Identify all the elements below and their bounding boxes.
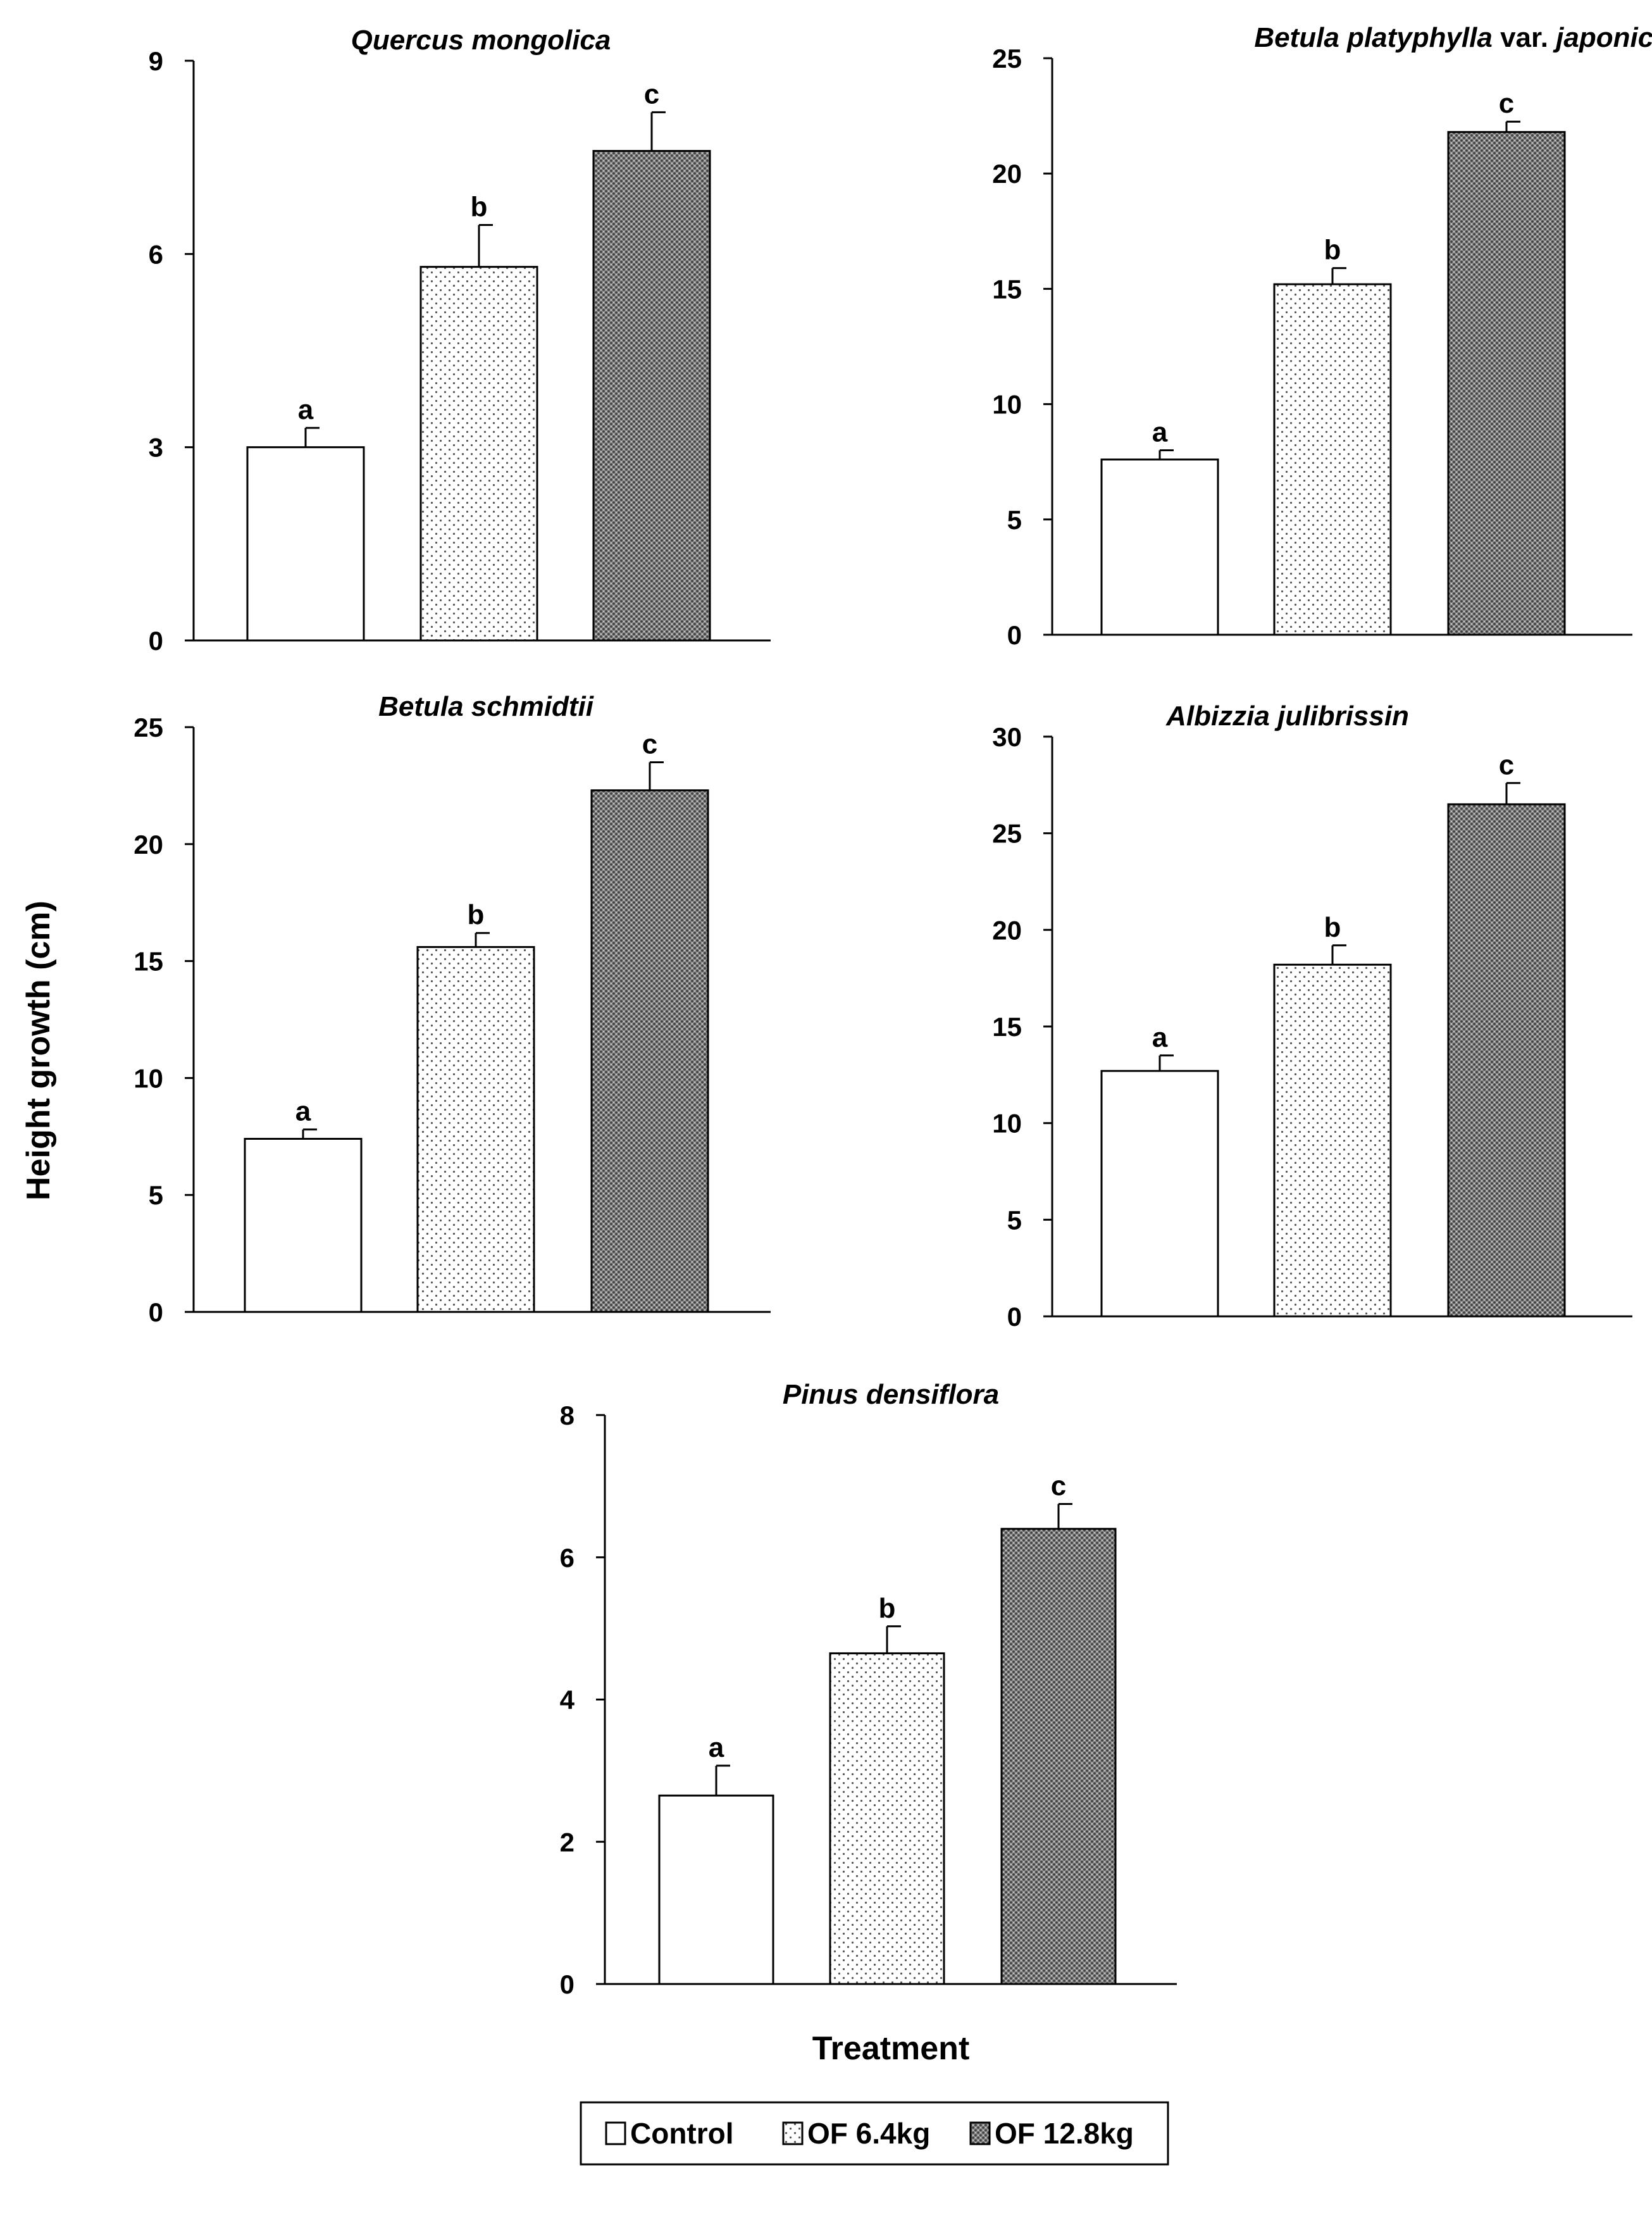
legend-swatch-control xyxy=(605,2121,626,2145)
significance-letter-control: a xyxy=(709,1732,724,1763)
significance-letter-of-12-8kg: c xyxy=(1499,88,1514,119)
y-tick-label: 5 xyxy=(1007,1205,1022,1235)
y-tick-label: 5 xyxy=(149,1180,163,1210)
y-tick-label: 25 xyxy=(992,819,1022,849)
legend-frame xyxy=(580,2101,1169,2166)
chart-panel-3: Betula schmidtii 0 5 10 15 20 25 a b c xyxy=(134,691,771,1327)
y-tick-label: 0 xyxy=(1007,620,1022,650)
bar-of-12-8kg xyxy=(590,789,709,1313)
significance-letter-control: a xyxy=(1152,416,1168,447)
y-axis-label: Height growth (cm) xyxy=(20,901,57,1201)
significance-letter-of-6-4kg: b xyxy=(468,899,485,930)
chart-title-part: var. xyxy=(1493,22,1556,53)
y-tick-label: 4 xyxy=(560,1685,575,1715)
legend: Control OF 6.4kg OF 12.8kg xyxy=(580,2101,1169,2166)
significance-letter-of-12-8kg: c xyxy=(642,728,657,759)
bar-of-12-8kg xyxy=(1447,131,1566,636)
significance-letter-of-12-8kg: c xyxy=(644,78,659,109)
legend-swatch-of-12-8kg xyxy=(969,2121,991,2145)
y-tick-label: 15 xyxy=(992,274,1022,304)
legend-item-control: Control xyxy=(605,2117,734,2150)
chart-panel-5: Pinus densiflora 0 2 4 6 8 a b c xyxy=(560,1379,1177,1999)
y-tick-label: 2 xyxy=(560,1827,574,1857)
chart-title: Quercus mongolica xyxy=(351,25,611,56)
legend-item-of-6-4kg: OF 6.4kg xyxy=(782,2117,930,2150)
y-tick-label: 0 xyxy=(1007,1302,1022,1332)
bar-of-6-4kg xyxy=(416,945,535,1313)
chart-title-part: japonica xyxy=(1553,22,1652,53)
bar-control xyxy=(1100,458,1219,636)
y-tick-label: 15 xyxy=(992,1012,1022,1042)
chart-title: Betula schmidtii xyxy=(378,691,594,722)
y-tick-label: 8 xyxy=(560,1401,574,1430)
legend-label-of-12-8kg: OF 12.8kg xyxy=(995,2117,1134,2150)
y-tick-label: 20 xyxy=(992,915,1022,945)
y-tick-label: 0 xyxy=(149,626,163,656)
chart-title-part: Albizzia julibrissin xyxy=(1165,701,1409,732)
significance-letter-of-6-4kg: b xyxy=(1324,912,1341,943)
x-axis-label: Treatment xyxy=(812,2030,970,2067)
y-tick-label: 6 xyxy=(149,239,163,269)
bar-control xyxy=(1100,1070,1219,1318)
chart-title-part: Betula platyphylla xyxy=(1254,22,1493,53)
y-tick-label: 20 xyxy=(992,159,1022,189)
chart-title-part: Quercus mongolica xyxy=(351,25,611,56)
bar-control xyxy=(658,1794,774,1985)
legend-swatch-of-6-4kg xyxy=(782,2121,804,2145)
chart-title: Betula platyphylla var. japonica xyxy=(1254,22,1652,53)
bar-of-6-4kg xyxy=(1273,283,1392,636)
chart-panel-2: Betula platyphylla var. japonica 0 5 10 15 20… xyxy=(992,22,1652,650)
chart-title-part: Pinus densiflora xyxy=(783,1379,999,1410)
y-tick-label: 6 xyxy=(560,1543,574,1573)
bar-of-12-8kg xyxy=(1447,803,1566,1318)
chart-title-part: Betula schmidtii xyxy=(378,691,594,722)
bar-control xyxy=(244,1137,363,1313)
y-tick-label: 0 xyxy=(149,1297,163,1327)
bar-of-12-8kg xyxy=(592,149,711,642)
significance-letter-of-6-4kg: b xyxy=(1324,235,1341,266)
chart-panel-4: Albizzia julibrissin 0 5 10 15 20 25 30 a b c xyxy=(992,701,1632,1332)
y-tick-label: 0 xyxy=(560,1969,574,1999)
y-tick-label: 10 xyxy=(992,390,1022,420)
chart-panel-1: Quercus mongolica 0 3 6 9 a b c xyxy=(149,25,771,656)
bar-of-6-4kg xyxy=(419,266,538,642)
significance-letter-of-12-8kg: c xyxy=(1499,749,1514,780)
bar-of-6-4kg xyxy=(1273,963,1392,1318)
chart-title: Albizzia julibrissin xyxy=(1165,701,1409,732)
y-tick-label: 30 xyxy=(992,722,1022,752)
y-tick-label: 3 xyxy=(149,433,163,463)
significance-letter-of-6-4kg: b xyxy=(879,1593,896,1624)
significance-letter-control: a xyxy=(295,1096,311,1127)
bar-of-6-4kg xyxy=(829,1652,945,1985)
legend-item-of-12-8kg: OF 12.8kg xyxy=(969,2117,1134,2150)
y-tick-label: 25 xyxy=(134,713,163,742)
y-tick-label: 10 xyxy=(134,1063,163,1093)
significance-letter-of-6-4kg: b xyxy=(471,192,488,223)
y-tick-label: 15 xyxy=(134,947,163,976)
legend-label-control: Control xyxy=(630,2117,734,2150)
chart-title: Pinus densiflora xyxy=(783,1379,999,1410)
y-tick-label: 20 xyxy=(134,830,163,859)
y-tick-label: 25 xyxy=(992,44,1022,73)
significance-letter-control: a xyxy=(1152,1022,1168,1053)
bar-control xyxy=(246,446,365,642)
bar-of-12-8kg xyxy=(1000,1528,1117,1985)
significance-letter-of-12-8kg: c xyxy=(1051,1470,1066,1501)
y-tick-label: 10 xyxy=(992,1109,1022,1139)
legend-label-of-6-4kg: OF 6.4kg xyxy=(807,2117,930,2150)
y-tick-label: 9 xyxy=(149,46,163,76)
significance-letter-control: a xyxy=(298,394,314,425)
y-tick-label: 5 xyxy=(1007,505,1022,535)
